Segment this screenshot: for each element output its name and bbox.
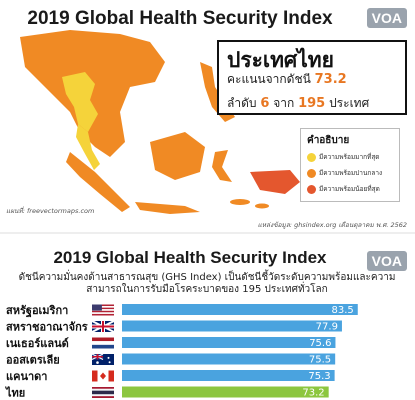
flag-canton [92, 304, 102, 311]
info-country: ประเทศไทย [227, 49, 334, 72]
legend-label: มีความพร้อมน้อยที่สุด [319, 185, 380, 193]
flag-stripe [92, 304, 114, 307]
nl-flag-icon [92, 337, 114, 349]
category-label: แคนาดา [6, 370, 47, 383]
rank-total: 195 [298, 96, 326, 111]
score-value: 73.2 [314, 72, 347, 87]
category-label: สหราชอาณาจักร [6, 321, 88, 334]
legend-label: มีความพร้อมปานกลาง [319, 169, 383, 177]
map-malay-peninsula [76, 124, 100, 170]
chart-row: แคนาดา 75.3 [6, 370, 335, 383]
southeast-asia-map [20, 30, 300, 214]
bar [122, 370, 335, 381]
chart-row: สหรัฐอเมริกา 83.5 [6, 304, 358, 318]
legend-dot-icon [307, 168, 316, 178]
map-legend: คำอธิบาย มีความพร้อมมากที่สุด มีความพร้อ… [300, 128, 400, 202]
uk-flag-icon [91, 320, 115, 333]
flag-stripe [92, 387, 114, 389]
legend-title: คำอธิบาย [307, 135, 350, 146]
flag-stripe [92, 312, 114, 314]
bar [122, 353, 336, 365]
flag-stripe [92, 341, 114, 345]
bar [122, 320, 342, 332]
flag-stripe [92, 394, 114, 397]
legend-item: มีความพร้อมปานกลาง [307, 167, 382, 179]
flag-band [92, 370, 98, 382]
map-java [135, 202, 200, 214]
value-label: 75.6 [309, 338, 331, 349]
rank-mid: จาก [273, 96, 295, 110]
chart-subtitle: ดัชนีความมั่นคงด้านสาธารณสุข (GHS Index)… [18, 272, 396, 295]
legend-dot-icon [307, 152, 316, 162]
flag-stripe [92, 313, 114, 316]
category-label: สหรัฐอเมริกา [6, 304, 68, 318]
flag-star [108, 361, 111, 364]
map-new-guinea [250, 170, 300, 194]
legend-dot-icon [307, 184, 316, 194]
chart-row: เนเธอร์แลนด์ 75.6 [6, 337, 336, 350]
flag-stripe [92, 307, 114, 310]
flag-stripe [92, 337, 114, 342]
page-title: 2019 Global Health Security Index [27, 8, 333, 29]
voa-logo: VOA [366, 251, 407, 271]
map-island [255, 203, 269, 209]
category-label: เนเธอร์แลนด์ [6, 337, 69, 350]
info-score-line: คะแนนจากดัชนี 73.2 [227, 70, 347, 89]
category-label: ออสเตรเลีย [6, 354, 60, 367]
bar [122, 337, 336, 348]
chart-row: ไทย 73.2 [4, 386, 329, 400]
ranking-bar-chart: สหรัฐอเมริกา 83.5 สหราชอาณาจักร 77.9 เนเธอร์… [4, 304, 358, 400]
flag-stripe [92, 344, 114, 349]
value-label: 83.5 [331, 305, 353, 316]
info-rank-line: ลำดับ 6 จาก 195 ประเทศ [227, 94, 369, 113]
map-credit: แผนที่: freevectormaps.com [6, 207, 95, 215]
chart-row: สหราชอาณาจักร 77.9 [6, 320, 342, 334]
rank-prefix: ลำดับ [227, 96, 257, 110]
flag-star [96, 361, 99, 364]
flag-cross [92, 356, 103, 358]
score-prefix: คะแนนจากดัชนี [227, 72, 311, 86]
map-island [230, 199, 250, 205]
flag-stripe [92, 390, 114, 395]
bar [122, 386, 329, 398]
flag-band [108, 370, 114, 382]
value-label: 75.3 [308, 371, 330, 382]
voa-logo: VOA [366, 8, 407, 28]
rank-value: 6 [260, 96, 270, 111]
flag-stripe [92, 310, 114, 313]
map-sulawesi [212, 150, 232, 182]
th-flag-icon [92, 387, 114, 398]
map-sumatra [66, 152, 130, 212]
chart-title: 2019 Global Health Security Index [53, 248, 327, 267]
flag-star [107, 356, 110, 359]
ca-flag-icon [92, 370, 114, 382]
map-mainland-region [20, 30, 165, 157]
us-flag-icon [92, 304, 114, 316]
value-label: 75.5 [309, 355, 331, 366]
flag-stripe [92, 396, 114, 398]
flag-cross [92, 325, 114, 328]
legend-item: มีความพร้อมน้อยที่สุด [307, 183, 380, 195]
flag-stripe [92, 309, 114, 311]
map-thailand-region [62, 72, 98, 132]
panel-divider [0, 232, 415, 234]
flag-stripe [92, 306, 114, 308]
legend-label: มีความพร้อมมากที่สุด [319, 153, 380, 161]
flag-maple-leaf [100, 372, 106, 380]
legend-item: มีความพร้อมมากที่สุด [307, 151, 380, 163]
chart-row: ออสเตรเลีย 75.5 [6, 353, 336, 367]
bar [122, 304, 358, 315]
value-label: 73.2 [302, 388, 324, 399]
value-label: 77.9 [316, 322, 338, 333]
thailand-info-box: ประเทศไทย คะแนนจากดัชนี 73.2 ลำดับ 6 จาก… [217, 40, 407, 115]
flag-stripe [92, 388, 114, 391]
rank-suffix: ประเทศ [329, 96, 370, 110]
category-label: ไทย [4, 386, 25, 400]
au-flag-icon [91, 353, 114, 365]
map-borneo [150, 132, 205, 180]
map-panel: 2019 Global Health Security Index VOA ปร… [6, 8, 407, 229]
data-source-credit: แหล่งข้อมูล: ghsindex.org เดือนตุลาคม พ.… [257, 221, 407, 229]
